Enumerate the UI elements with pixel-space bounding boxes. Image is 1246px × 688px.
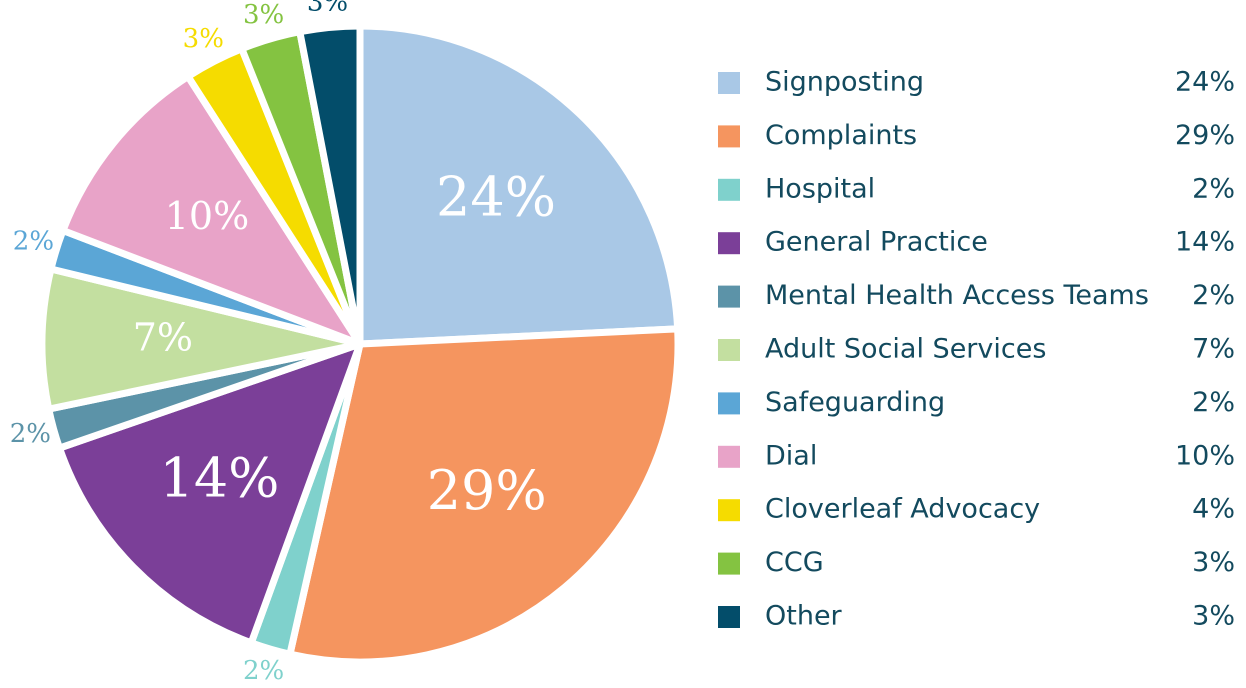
legend-label: Signposting [765,67,924,98]
legend-value: 7% [1192,334,1235,365]
pie-slice [356,22,682,348]
legend-value: 2% [1192,173,1235,204]
legend-swatch [718,392,740,415]
legend-swatch [718,232,740,255]
legend-label: Safeguarding [765,387,945,418]
slice-label: 29% [427,459,547,522]
legend-label: Cloverleaf Advocacy [765,494,1040,525]
slice-label: 24% [436,165,556,228]
pie-slice [55,340,364,647]
legend-value: 29% [1175,120,1235,151]
slice-label: 2% [243,656,284,686]
legend-swatch [718,285,740,308]
slice-label: 3% [183,24,224,54]
slice-label: 3% [307,0,348,18]
pie-slice [38,265,364,413]
legend-swatch [718,125,740,148]
legend-swatch [718,499,740,522]
legend-label: Complaints [765,120,917,151]
slice-label: 2% [10,419,51,449]
legend-value: 4% [1192,494,1235,525]
slice-label: 7% [133,315,193,359]
legend-label: Dial [765,440,817,471]
legend-value: 10% [1175,440,1235,471]
legend-value: 2% [1192,387,1235,418]
legend-swatch [718,72,740,94]
legend-label: Adult Social Services [765,334,1046,365]
slice-label: 14% [159,446,279,509]
pie-slice [286,325,682,666]
legend-label: Hospital [765,173,875,204]
legend-label: Other [765,601,843,632]
legend-value: 24% [1175,67,1235,98]
pie-slice [296,22,364,348]
legend-swatch [718,178,740,201]
legend-swatch [718,606,740,628]
slice-label: 10% [165,194,249,238]
legend-swatch [718,339,740,361]
legend-value: 2% [1192,280,1235,311]
legend-swatch [718,552,740,575]
slice-label: 3% [243,0,284,30]
pie-slice [59,72,364,348]
legend-value: 3% [1192,547,1235,578]
legend-label: Mental Health Access Teams [765,280,1149,311]
legend-label: General Practice [765,227,988,258]
legend-value: 14% [1175,227,1235,258]
legend-value: 3% [1192,601,1235,632]
legend-label: CCG [765,547,824,578]
legend-swatch [718,445,740,468]
slice-label: 2% [13,226,54,256]
